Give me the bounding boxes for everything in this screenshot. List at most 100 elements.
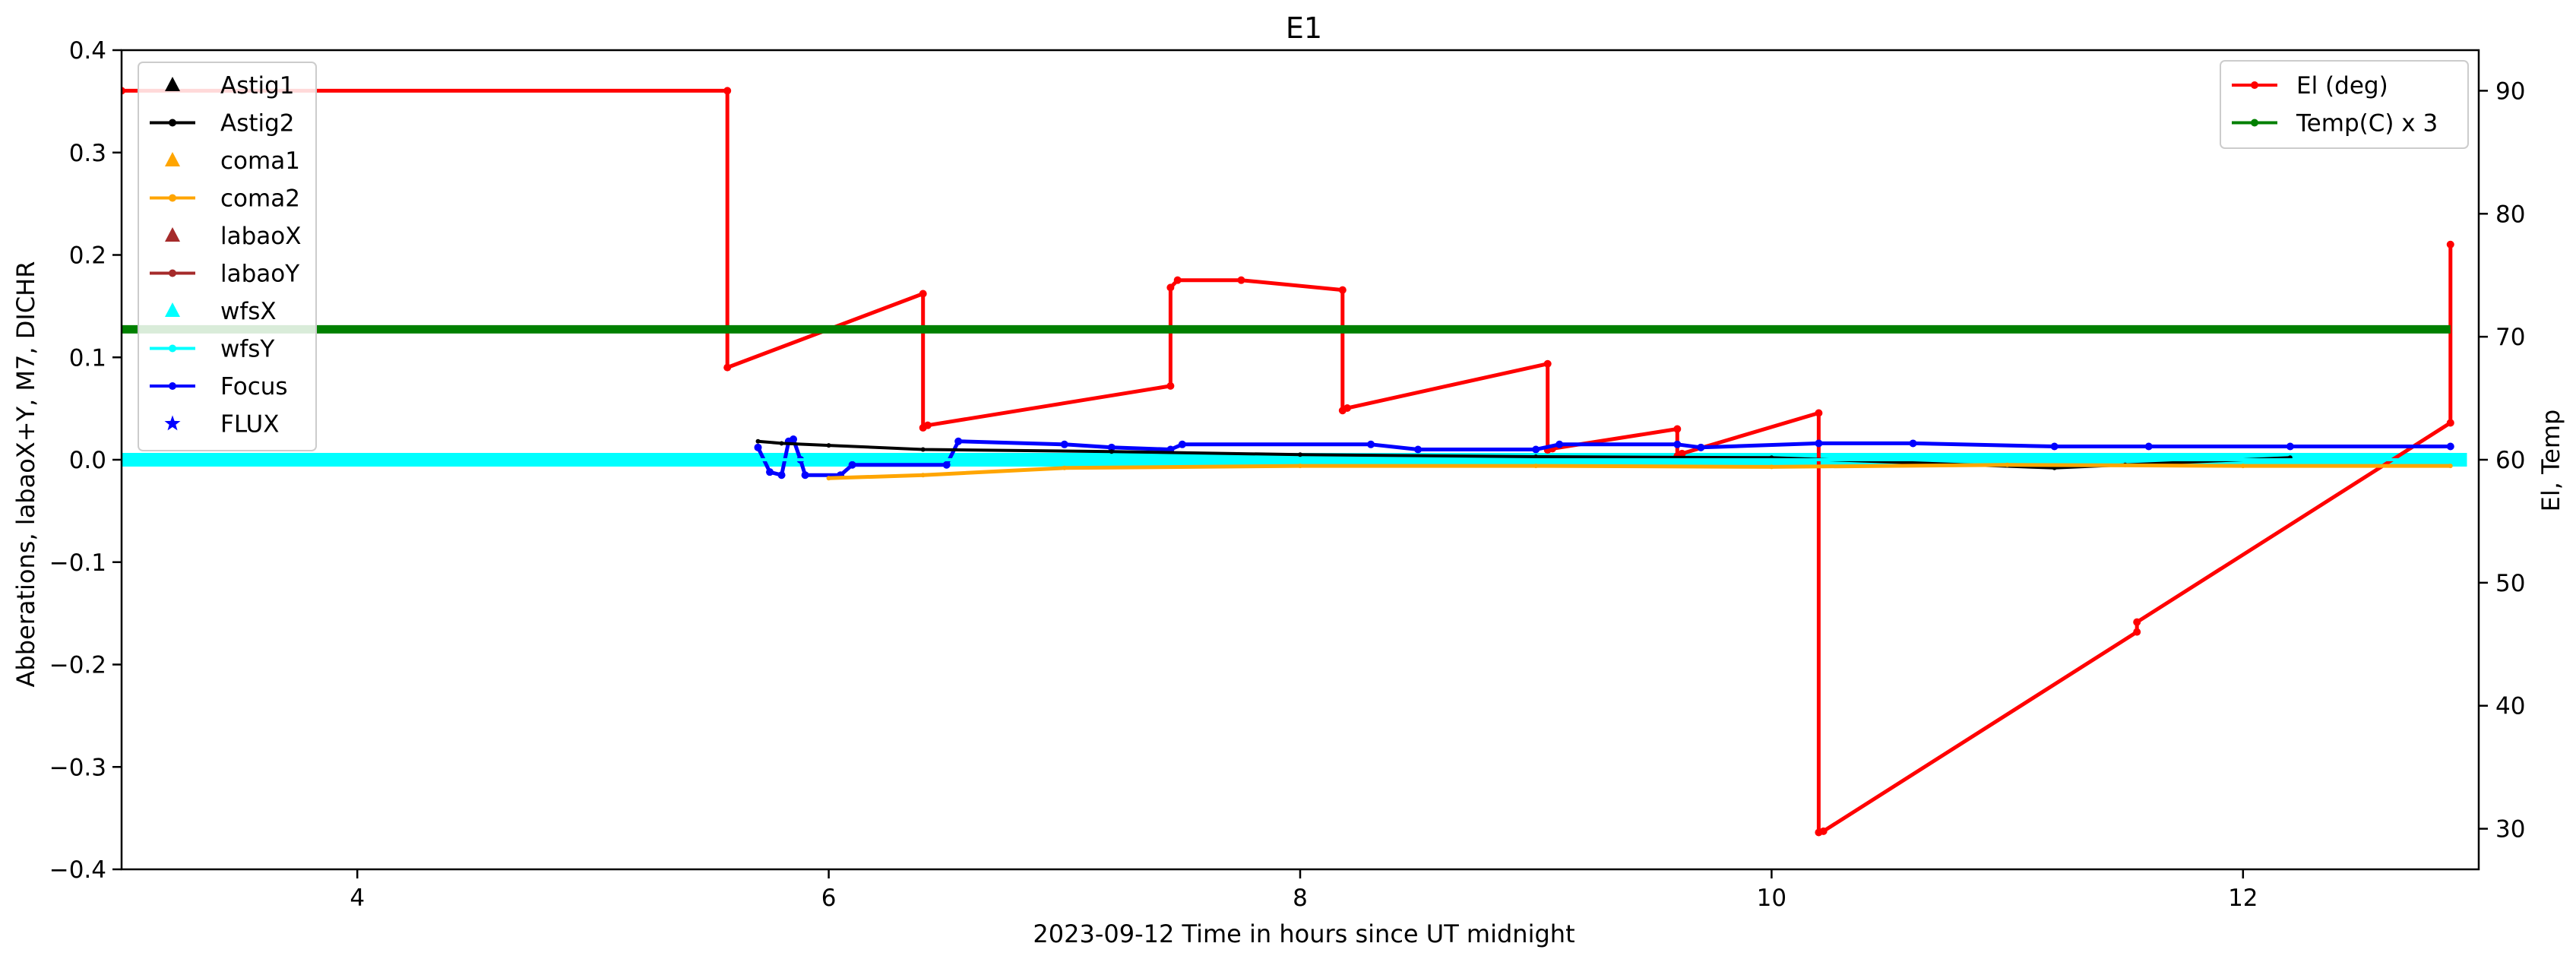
data-point-focus [848,461,856,469]
y-right-tick-label: 50 [2495,570,2525,597]
legend-marker-dot [2251,81,2258,89]
y-right-tick-label: 40 [2495,693,2525,720]
data-point-focus [942,461,951,469]
legend-left-label: coma1 [220,147,300,175]
data-point-el-deg [1338,286,1347,294]
data-point-el-deg [2446,419,2454,427]
y-left-tick-label: 0.4 [69,37,106,65]
legend-left: Astig1 Astig2 coma1 coma2 labaoX labaoY wfsX wf… [138,62,317,451]
legend-left-label: coma2 [220,185,300,213]
data-point-el-deg [1343,404,1352,413]
data-point-focus [1673,440,1682,448]
plot-area [122,87,2467,837]
legend-left-label: wfsY [220,336,274,363]
data-point-focus [777,471,786,480]
data-point-focus [2050,442,2059,451]
y-right-tick-label: 70 [2495,324,2525,351]
legend-marker-triangle [165,152,180,166]
data-point-focus [754,443,762,451]
legend-left-label: Focus [220,373,288,400]
y-right-tick-label: 30 [2495,816,2525,843]
data-point-focus [1532,445,1540,454]
data-point-focus [1178,440,1186,448]
y-left-tick-label: 0.0 [69,447,106,474]
data-point-coma2 [2005,462,2010,467]
data-point-focus [766,468,774,476]
data-point-astig2 [1298,452,1302,457]
data-point-focus [1060,440,1068,448]
data-point-el-deg [1237,276,1245,284]
legend-marker-triangle [165,227,180,242]
data-point-coma2 [1062,465,1067,470]
legend-marker-dot [169,269,176,277]
data-point-el-deg [1815,409,1823,417]
data-point-focus [1909,439,1917,448]
data-point-focus [1107,443,1116,451]
legend-marker-triangle [165,302,180,317]
legend-marker-dot [169,382,176,390]
data-point-focus [2446,442,2454,451]
legend-right-label: El (deg) [2296,72,2388,100]
data-point-el-deg [2446,240,2454,248]
data-point-el-deg [723,87,732,95]
data-point-astig2 [826,443,831,448]
legend-left-label: Astig1 [220,72,295,100]
data-point-coma2 [2240,464,2245,469]
data-point-astig2 [1533,454,1539,459]
data-point-coma2 [920,473,926,478]
y-right-tick-label: 90 [2495,78,2525,105]
legend-left-label: labaoX [220,223,302,250]
data-point-coma2 [1533,464,1539,469]
x-tick-label: 4 [350,885,365,912]
data-point-astig2 [1109,449,1114,454]
data-point-focus [790,435,798,444]
y-left-tick-label: −0.1 [49,549,106,577]
data-point-el-deg [2133,618,2141,626]
data-point-el-deg [1543,359,1552,368]
plot-marks [122,87,2467,837]
legend-left-label: wfsX [220,298,277,325]
data-point-astig2 [779,441,784,446]
data-point-focus [1367,440,1375,448]
data-point-focus [1815,439,1823,448]
data-point-focus [1697,443,1705,451]
legend-marker-dot [169,344,176,353]
legend-left-label: FLUX [220,411,280,438]
data-point-focus [1555,440,1564,448]
legend-marker-dot [2251,119,2258,127]
legend-marker-star [164,415,181,431]
legend-marker-triangle [165,77,180,91]
legend-left-label: labaoY [220,261,299,288]
data-point-el-deg [923,421,932,429]
y-right-tick-label: 80 [2495,201,2525,228]
legend-left-box [138,62,317,451]
y-left-tick-label: −0.2 [49,652,106,679]
data-point-astig2 [920,447,926,452]
data-point-el-deg [2133,628,2141,636]
y-left-tick-label: −0.3 [49,754,106,781]
y-right-tick-label: 60 [2495,447,2525,474]
y-left-tick-label: 0.3 [69,140,106,167]
series-line-coma2 [828,463,2451,480]
data-point-el-deg [723,363,732,372]
legend-right-label: Temp(C) x 3 [2296,110,2438,138]
data-point-focus [2144,442,2153,451]
x-tick-label: 6 [821,885,837,912]
data-point-focus [2286,442,2294,451]
y-left-tick-label: 0.1 [69,344,106,372]
chart-title: E1 [1286,11,1322,45]
data-point-el-deg [919,290,927,298]
data-point-el-deg [1173,276,1182,284]
axes: 4 6 8 10 12 0.4 0.3 0.2 0.1 0.0 −0.1 −0.2 −0.3 −0.4 90… [49,37,2526,912]
legend-right-box [2220,60,2469,149]
x-tick-label: 10 [1757,885,1786,912]
data-point-el-deg [1678,449,1686,457]
data-point-focus [954,437,963,445]
legend-marker-dot [169,194,176,202]
data-point-el-deg [1673,425,1682,433]
legend-left-label: Astig2 [220,110,295,138]
x-axis-label: 2023-09-12 Time in hours since UT midnig… [1033,919,1574,948]
data-point-astig2 [755,438,761,444]
data-point-coma2 [1769,464,1774,470]
